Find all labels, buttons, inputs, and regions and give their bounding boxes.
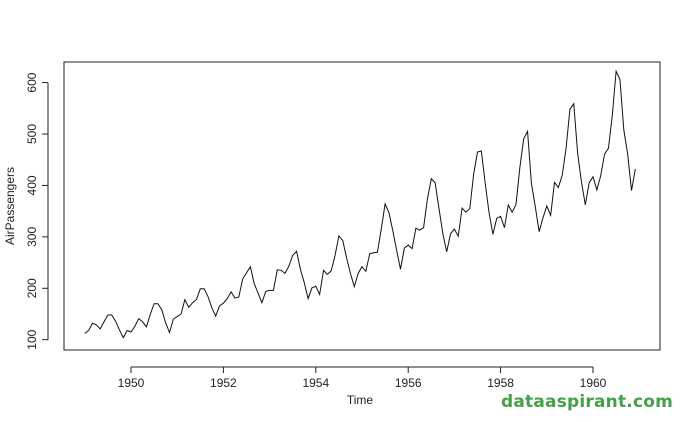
y-tick-label: 600 bbox=[25, 72, 39, 92]
y-axis-title: AirPassengers bbox=[3, 167, 17, 245]
y-tick-label: 100 bbox=[25, 329, 39, 349]
x-tick-label: 1952 bbox=[210, 376, 237, 390]
y-tick-label: 400 bbox=[25, 175, 39, 195]
x-axis: 1950 1952 1954 1956 1958 1960 bbox=[118, 366, 607, 390]
series-layer bbox=[84, 69, 636, 339]
series-line-0 bbox=[84, 69, 636, 339]
y-tick-label: 300 bbox=[25, 227, 39, 247]
x-tick-label: 1958 bbox=[487, 376, 514, 390]
x-tick-label: 1954 bbox=[302, 376, 329, 390]
x-tick-label: 1960 bbox=[580, 376, 607, 390]
x-tick-label: 1950 bbox=[118, 376, 145, 390]
watermark-text: dataaspirant.com bbox=[501, 392, 674, 412]
y-tick-label: 200 bbox=[25, 278, 39, 298]
plot-frame bbox=[63, 61, 661, 351]
x-tick-label: 1956 bbox=[395, 376, 422, 390]
x-axis-title: Time bbox=[347, 393, 374, 407]
y-tick-label: 500 bbox=[25, 124, 39, 144]
y-axis: 100 200 300 400 500 600 bbox=[25, 72, 49, 350]
